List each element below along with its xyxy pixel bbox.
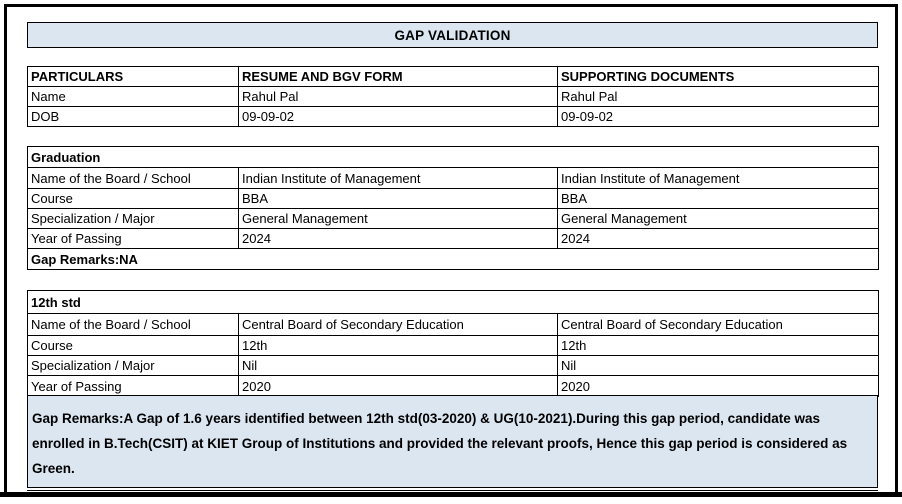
- table-row-board-school: Name of the Board / School Indian Instit…: [27, 167, 879, 189]
- header-cell-supporting-docs: SUPPORTING DOCUMENTS: [557, 66, 879, 87]
- graduation-table: Graduation Name of the Board / School In…: [27, 146, 879, 270]
- value-cell-supporting: Rahul Pal: [557, 86, 879, 107]
- header-cell-particulars: PARTICULARS: [27, 66, 239, 87]
- value-cell-supporting: 2020: [557, 375, 879, 397]
- row-label-cell: Course: [27, 188, 239, 209]
- divider-band: [0, 492, 902, 497]
- page-frame: [4, 4, 898, 492]
- gap-remarks-cell-graduation: Gap Remarks:NA: [27, 248, 879, 270]
- value-cell-supporting: 09-09-02: [557, 106, 879, 127]
- title-bar: GAP VALIDATION: [27, 22, 878, 48]
- table-header-row: PARTICULARS RESUME AND BGV FORM SUPPORTI…: [27, 66, 879, 87]
- table-row-name: Name Rahul Pal Rahul Pal: [27, 86, 879, 107]
- value-cell-resume: 2024: [238, 228, 558, 249]
- value-cell-resume: Central Board of Secondary Education: [238, 313, 558, 336]
- value-cell-resume: General Management: [238, 208, 558, 229]
- value-cell-supporting: BBA: [557, 188, 879, 209]
- row-label-cell: Name of the Board / School: [27, 313, 239, 336]
- value-cell-supporting: Central Board of Secondary Education: [557, 313, 879, 336]
- section-header-row: 12th std: [27, 290, 879, 314]
- table-row-year-of-passing: Year of Passing 2024 2024: [27, 228, 879, 249]
- gap-remarks-row: Gap Remarks:NA: [27, 248, 879, 270]
- table-row-course: Course BBA BBA: [27, 188, 879, 209]
- row-label-cell: Specialization / Major: [27, 208, 239, 229]
- personal-info-table: PARTICULARS RESUME AND BGV FORM SUPPORTI…: [27, 66, 879, 127]
- row-label-cell: Course: [27, 335, 239, 356]
- section-header-cell-graduation: Graduation: [27, 146, 879, 168]
- row-label-cell: Year of Passing: [27, 228, 239, 249]
- value-cell-resume: Indian Institute of Management: [238, 167, 558, 189]
- value-cell-resume: 12th: [238, 335, 558, 356]
- row-label-cell: Specialization / Major: [27, 355, 239, 376]
- table-row-course: Course 12th 12th: [27, 335, 879, 356]
- header-cell-resume-bgv: RESUME AND BGV FORM: [238, 66, 558, 87]
- value-cell-resume: BBA: [238, 188, 558, 209]
- value-cell-supporting: Indian Institute of Management: [557, 167, 879, 189]
- table-row-specialization: Specialization / Major Nil Nil: [27, 355, 879, 376]
- row-label-cell: Name: [27, 86, 239, 107]
- value-cell-supporting: 12th: [557, 335, 879, 356]
- row-label-cell: Name of the Board / School: [27, 167, 239, 189]
- section-header-row: Graduation: [27, 146, 879, 168]
- value-cell-resume: 09-09-02: [238, 106, 558, 127]
- value-cell-supporting: 2024: [557, 228, 879, 249]
- value-cell-resume: 2020: [238, 375, 558, 397]
- section-header-cell-12th-std: 12th std: [27, 290, 879, 314]
- value-cell-resume: Nil: [238, 355, 558, 376]
- gap-remarks-cell-12th-std: Gap Remarks:A Gap of 1.6 years identifie…: [27, 395, 878, 488]
- page-title: GAP VALIDATION: [394, 27, 511, 43]
- value-cell-supporting: Nil: [557, 355, 879, 376]
- row-label-cell: DOB: [27, 106, 239, 127]
- table-row-dob: DOB 09-09-02 09-09-02: [27, 106, 879, 127]
- twelfth-std-table: 12th std Name of the Board / School Cent…: [27, 290, 879, 397]
- table-row-year-of-passing: Year of Passing 2020 2020: [27, 375, 879, 397]
- table-row-specialization: Specialization / Major General Managemen…: [27, 208, 879, 229]
- row-label-cell: Year of Passing: [27, 375, 239, 397]
- table-row-board-school: Name of the Board / School Central Board…: [27, 313, 879, 336]
- value-cell-supporting: General Management: [557, 208, 879, 229]
- value-cell-resume: Rahul Pal: [238, 86, 558, 107]
- next-row-top-border: [27, 490, 878, 491]
